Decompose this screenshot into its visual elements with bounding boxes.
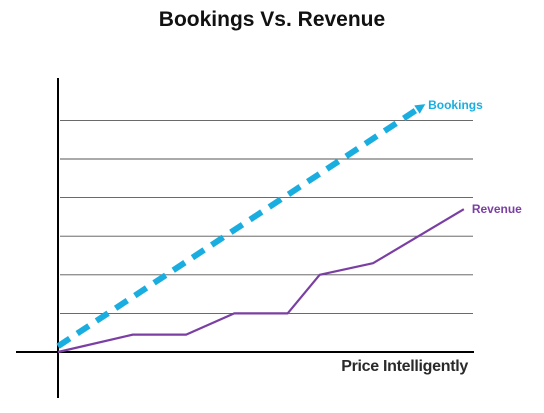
series-labels: Bookings Revenue: [428, 98, 522, 216]
chart-title: Bookings Vs. Revenue: [158, 8, 386, 31]
series-label-bookings: Bookings: [428, 98, 483, 112]
watermark-text: Price Intelligently: [341, 358, 468, 375]
axes: [16, 78, 474, 398]
series-line-revenue: [57, 208, 465, 354]
gridlines: [60, 119, 473, 314]
series-label-revenue: Revenue: [472, 202, 522, 216]
series-line-bookings: [56, 104, 426, 349]
series-group: [56, 104, 465, 354]
